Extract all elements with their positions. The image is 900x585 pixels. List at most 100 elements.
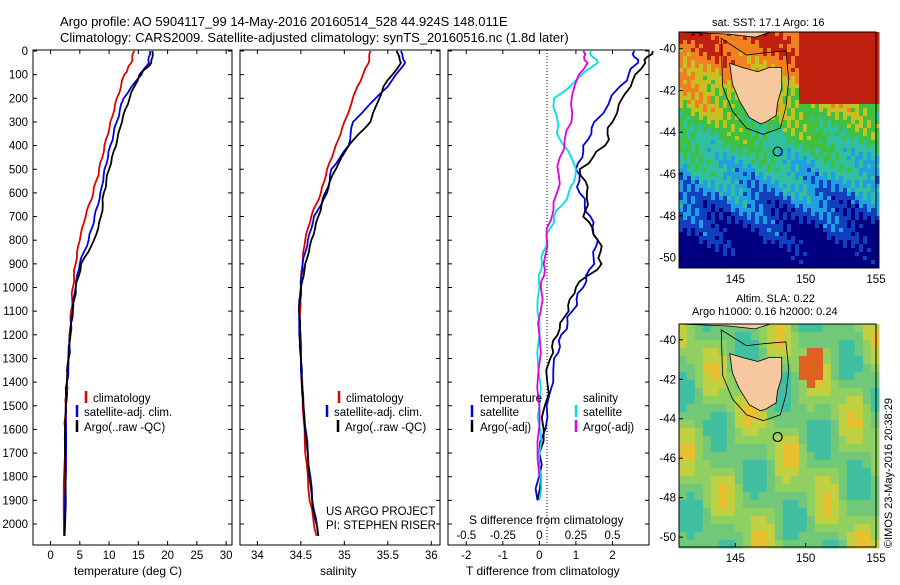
map-cell <box>767 500 776 509</box>
map-cell <box>735 348 744 357</box>
map-cell <box>783 212 788 217</box>
map-cell <box>843 244 848 249</box>
map-cell <box>827 264 832 269</box>
map-cell <box>687 64 692 69</box>
map-cell <box>783 180 788 185</box>
map-cell <box>851 228 856 233</box>
map-cell <box>819 192 824 197</box>
map-cell <box>783 532 792 541</box>
map-cell <box>695 64 700 69</box>
map-cell <box>723 240 728 245</box>
map-cell <box>871 204 876 209</box>
map-cell <box>703 372 712 381</box>
map-cell <box>787 152 792 157</box>
map-cell <box>723 180 728 185</box>
map-cell <box>711 84 716 89</box>
map-cell <box>763 252 768 257</box>
map-cell <box>855 184 860 189</box>
map-cell <box>755 148 760 153</box>
map-cell <box>687 436 696 445</box>
series-line-satellite-adj-clim- <box>63 50 152 536</box>
map-cell <box>703 68 708 73</box>
map-cell <box>735 52 740 57</box>
map-cell <box>799 356 808 365</box>
map-cell <box>871 132 876 137</box>
map-cell <box>839 256 844 261</box>
map-cell <box>711 420 720 429</box>
map-cell <box>703 40 708 45</box>
map-cell <box>783 68 788 73</box>
map-cell <box>847 136 852 141</box>
map-cell <box>687 60 692 65</box>
map-cell <box>875 96 880 101</box>
map-cell <box>847 396 856 405</box>
map-cell <box>695 256 700 261</box>
map-cell <box>703 252 708 257</box>
map-cell <box>795 104 800 109</box>
map-cell <box>723 108 728 113</box>
map-cell <box>683 256 688 261</box>
map-cell <box>703 516 712 525</box>
series-line-temperature-argo-adj- <box>536 50 654 501</box>
map-cell <box>839 40 844 45</box>
map-cell <box>787 96 792 101</box>
map-cell <box>715 96 720 101</box>
map-cell <box>779 100 784 105</box>
map-cell <box>867 196 872 201</box>
map-cell <box>863 180 868 185</box>
map-cell <box>743 468 752 477</box>
map-cell <box>843 232 848 237</box>
map-cell <box>783 460 792 469</box>
map-cell <box>847 132 852 137</box>
map-cell <box>807 380 816 389</box>
map-cell <box>739 184 744 189</box>
map-cell <box>751 136 756 141</box>
map-cell <box>855 84 860 89</box>
map-cell <box>691 56 696 61</box>
map-cell <box>735 256 740 261</box>
x-tick-label: 2 <box>609 550 615 562</box>
map-cell <box>759 348 768 357</box>
map-cell <box>839 208 844 213</box>
map-cell <box>731 260 736 265</box>
map-cell <box>843 188 848 193</box>
map-cell <box>839 112 844 117</box>
map-cell <box>743 444 752 453</box>
map-cell <box>763 56 768 61</box>
map-cell <box>703 144 708 149</box>
map-cell <box>843 36 848 41</box>
map-cell <box>707 148 712 153</box>
map-cell <box>839 124 844 129</box>
map-cell <box>831 188 836 193</box>
map-cell <box>875 212 880 217</box>
map-cell <box>819 52 824 57</box>
map-cell <box>855 108 860 113</box>
map-cell <box>759 244 764 249</box>
map-cell <box>683 124 688 129</box>
map-cell <box>703 64 708 69</box>
map-cell <box>795 172 800 177</box>
map-cell <box>779 92 784 97</box>
map-cell <box>723 184 728 189</box>
map-cell <box>843 212 848 217</box>
map-cell <box>811 124 816 129</box>
map-cell <box>759 44 764 49</box>
map-cell <box>867 140 872 145</box>
map-cell <box>719 428 728 437</box>
map-cell <box>871 348 880 357</box>
map-cell <box>719 484 728 493</box>
map-cell <box>807 420 816 429</box>
map-cell <box>839 260 844 265</box>
map-cell <box>803 216 808 221</box>
map-cell <box>727 116 732 121</box>
map-cell <box>799 444 808 453</box>
map-cell <box>719 100 724 105</box>
map-cell <box>699 36 704 41</box>
argo-location-marker <box>772 431 783 443</box>
map-cell <box>855 176 860 181</box>
map-cell <box>735 232 740 237</box>
map-cell <box>815 324 824 333</box>
map-cell <box>823 500 832 509</box>
map-cell <box>699 44 704 49</box>
